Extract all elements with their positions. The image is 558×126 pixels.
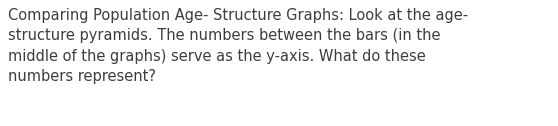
Text: Comparing Population Age- Structure Graphs: Look at the age-
structure pyramids.: Comparing Population Age- Structure Grap… bbox=[8, 8, 468, 84]
